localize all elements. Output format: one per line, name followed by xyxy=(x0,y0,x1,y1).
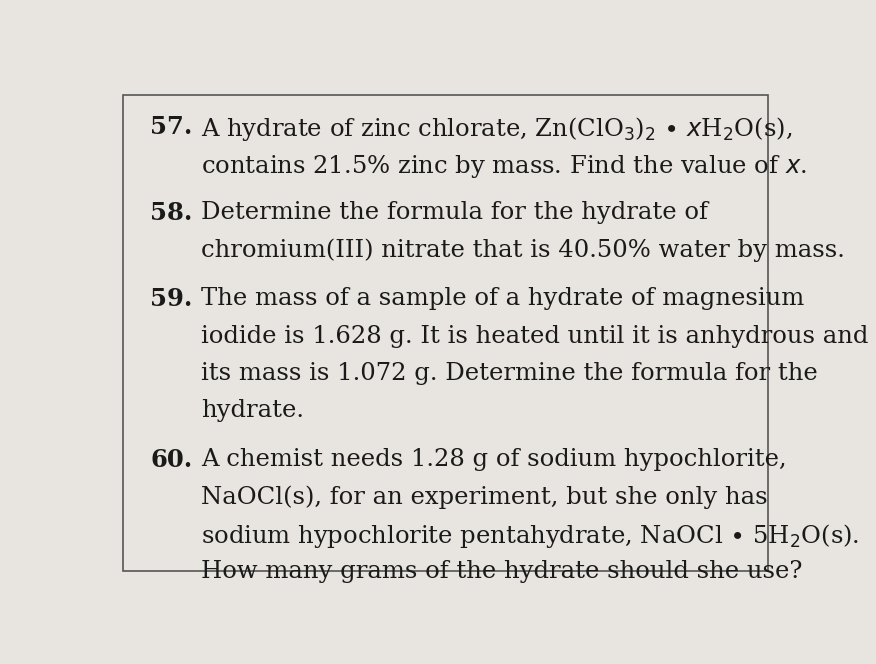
Text: hydrate.: hydrate. xyxy=(201,399,304,422)
Text: How many grams of the hydrate should she use?: How many grams of the hydrate should she… xyxy=(201,560,802,583)
Text: The mass of a sample of a hydrate of magnesium: The mass of a sample of a hydrate of mag… xyxy=(201,288,804,310)
Text: A chemist needs 1.28 g of sodium hypochlorite,: A chemist needs 1.28 g of sodium hypochl… xyxy=(201,448,787,471)
Text: chromium(III) nitrate that is 40.50% water by mass.: chromium(III) nitrate that is 40.50% wat… xyxy=(201,238,845,262)
Text: 57.: 57. xyxy=(150,116,193,139)
Text: sodium hypochlorite pentahydrate, NaOCl $\bullet$ 5H$_2$O(s).: sodium hypochlorite pentahydrate, NaOCl … xyxy=(201,523,859,550)
Text: A hydrate of zinc chlorate, Zn(ClO$_3$)$_2$ $\bullet$ $x$H$_2$O(s),: A hydrate of zinc chlorate, Zn(ClO$_3$)$… xyxy=(201,116,793,143)
Text: its mass is 1.072 g. Determine the formula for the: its mass is 1.072 g. Determine the formu… xyxy=(201,362,818,385)
Text: 58.: 58. xyxy=(150,201,193,225)
Text: contains 21.5% zinc by mass. Find the value of $x$.: contains 21.5% zinc by mass. Find the va… xyxy=(201,153,807,180)
Text: iodide is 1.628 g. It is heated until it is anhydrous and: iodide is 1.628 g. It is heated until it… xyxy=(201,325,868,347)
Text: 60.: 60. xyxy=(150,448,193,472)
Text: Determine the formula for the hydrate of: Determine the formula for the hydrate of xyxy=(201,201,708,224)
Text: NaOCl(s), for an experiment, but she only has: NaOCl(s), for an experiment, but she onl… xyxy=(201,485,767,509)
Text: 59.: 59. xyxy=(150,288,193,311)
FancyBboxPatch shape xyxy=(123,95,768,570)
